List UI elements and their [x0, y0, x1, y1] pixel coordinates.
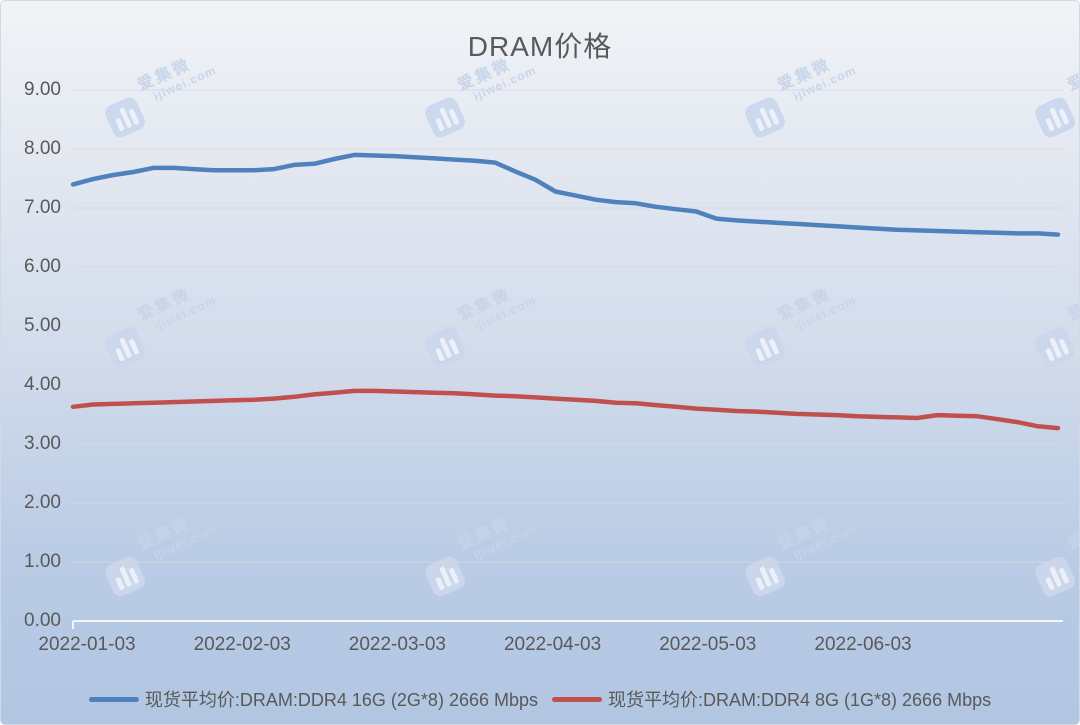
x-axis-tick-label: 2022-01-03 — [38, 634, 136, 655]
y-axis-tick-label: 2.00 — [24, 492, 61, 513]
y-axis-tick-label: 3.00 — [24, 433, 61, 454]
chart-title: DRAM价格 — [467, 31, 613, 62]
legend-line-swatch-red — [552, 696, 602, 702]
legend: 现货平均价:DRAM:DDR4 16G (2G*8) 2666 Mbps 现货平… — [1, 686, 1079, 712]
y-axis-tick-label: 9.00 — [24, 79, 61, 100]
y-axis-tick-label: 8.00 — [24, 138, 61, 159]
y-axis-tick-label: 7.00 — [24, 197, 61, 218]
y-axis-tick-label: 1.00 — [24, 551, 61, 572]
x-axis-tick-label: 2022-02-03 — [193, 634, 291, 655]
legend-item-ddr4-16g: 现货平均价:DRAM:DDR4 16G (2G*8) 2666 Mbps — [88, 686, 538, 712]
legend-line-swatch-blue — [88, 696, 139, 702]
x-axis-tick-label: 2022-03-03 — [348, 634, 446, 655]
y-axis-tick-label: 4.00 — [24, 374, 61, 395]
legend-label-ddr4-8g: 现货平均价:DRAM:DDR4 8G (1G*8) 2666 Mbps — [608, 690, 992, 710]
legend-label-ddr4-16g: 现货平均价:DRAM:DDR4 16G (2G*8) 2666 Mbps — [144, 690, 538, 710]
x-axis-tick-label: 2022-06-03 — [814, 634, 912, 655]
legend-item-ddr4-8g: 现货平均价:DRAM:DDR4 8G (1G*8) 2666 Mbps — [552, 686, 991, 712]
x-axis-tick-label: 2022-05-03 — [659, 634, 757, 655]
x-axis-tick-label: 2022-04-03 — [503, 634, 602, 655]
series-line-ddr4-16g — [70, 152, 1061, 237]
y-axis-tick-label: 0.00 — [24, 610, 61, 631]
series-line-ddr4-8g — [70, 388, 1061, 431]
y-axis-tick-label: 6.00 — [24, 256, 61, 277]
y-axis-tick-label: 5.00 — [24, 315, 61, 336]
